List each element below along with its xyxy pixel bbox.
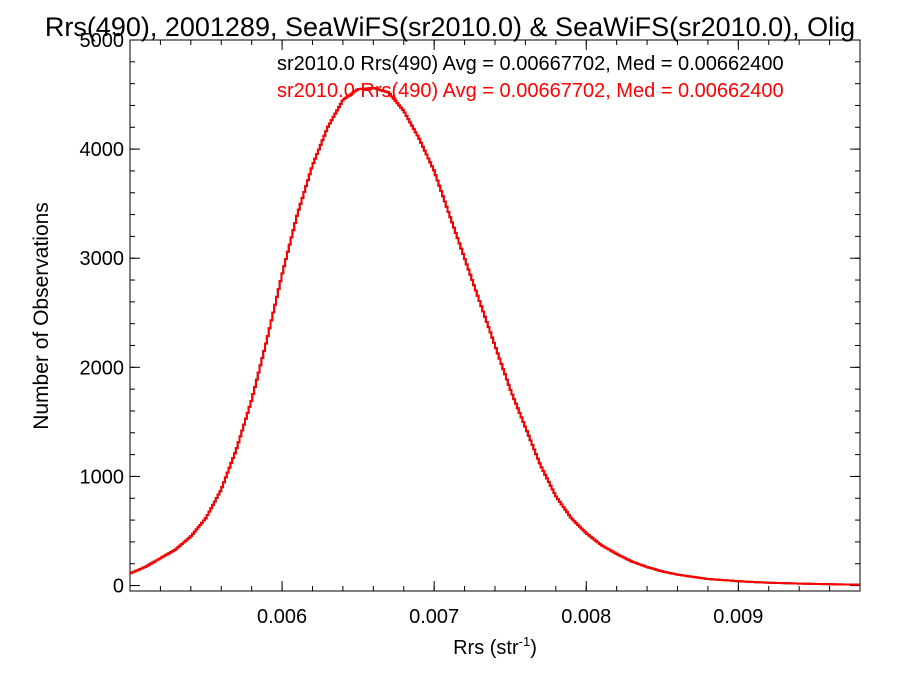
x-axis-label-close: ) (530, 637, 537, 659)
y-tick-label: 4000 (80, 139, 125, 161)
annotation-black: sr2010.0 Rrs(490) Avg = 0.00667702, Med … (277, 53, 784, 75)
x-axis-label-main: Rrs (str (453, 637, 519, 659)
y-tick-label: 0 (113, 576, 124, 598)
series-layer (130, 87, 860, 586)
x-tick-label: 0.008 (561, 606, 611, 628)
y-tick-label: 1000 (80, 466, 125, 488)
y-tick-label: 3000 (80, 248, 125, 270)
chart-title: Rrs(490), 2001289, SeaWiFS(sr2010.0) & S… (45, 12, 855, 42)
x-tick-label: 0.009 (713, 606, 763, 628)
y-tick-label: 2000 (80, 357, 125, 379)
x-axis-ticks: 0.006 0.007 0.008 0.009 (129, 40, 861, 628)
histogram-series-red (130, 87, 860, 586)
x-tick-label: 0.006 (257, 606, 307, 628)
annotation-red: sr2010.0 Rrs(490) Avg = 0.00667702, Med … (277, 80, 784, 102)
x-tick-label: 0.007 (409, 606, 459, 628)
x-axis-label: Rrs (str-1) (453, 634, 537, 659)
y-axis-ticks: 0 1000 2000 3000 4000 5000 (80, 30, 860, 598)
y-tick-label: 5000 (80, 30, 125, 52)
y-axis-label: Number of Observations (30, 202, 53, 430)
x-axis-label-sup: -1 (519, 634, 531, 649)
